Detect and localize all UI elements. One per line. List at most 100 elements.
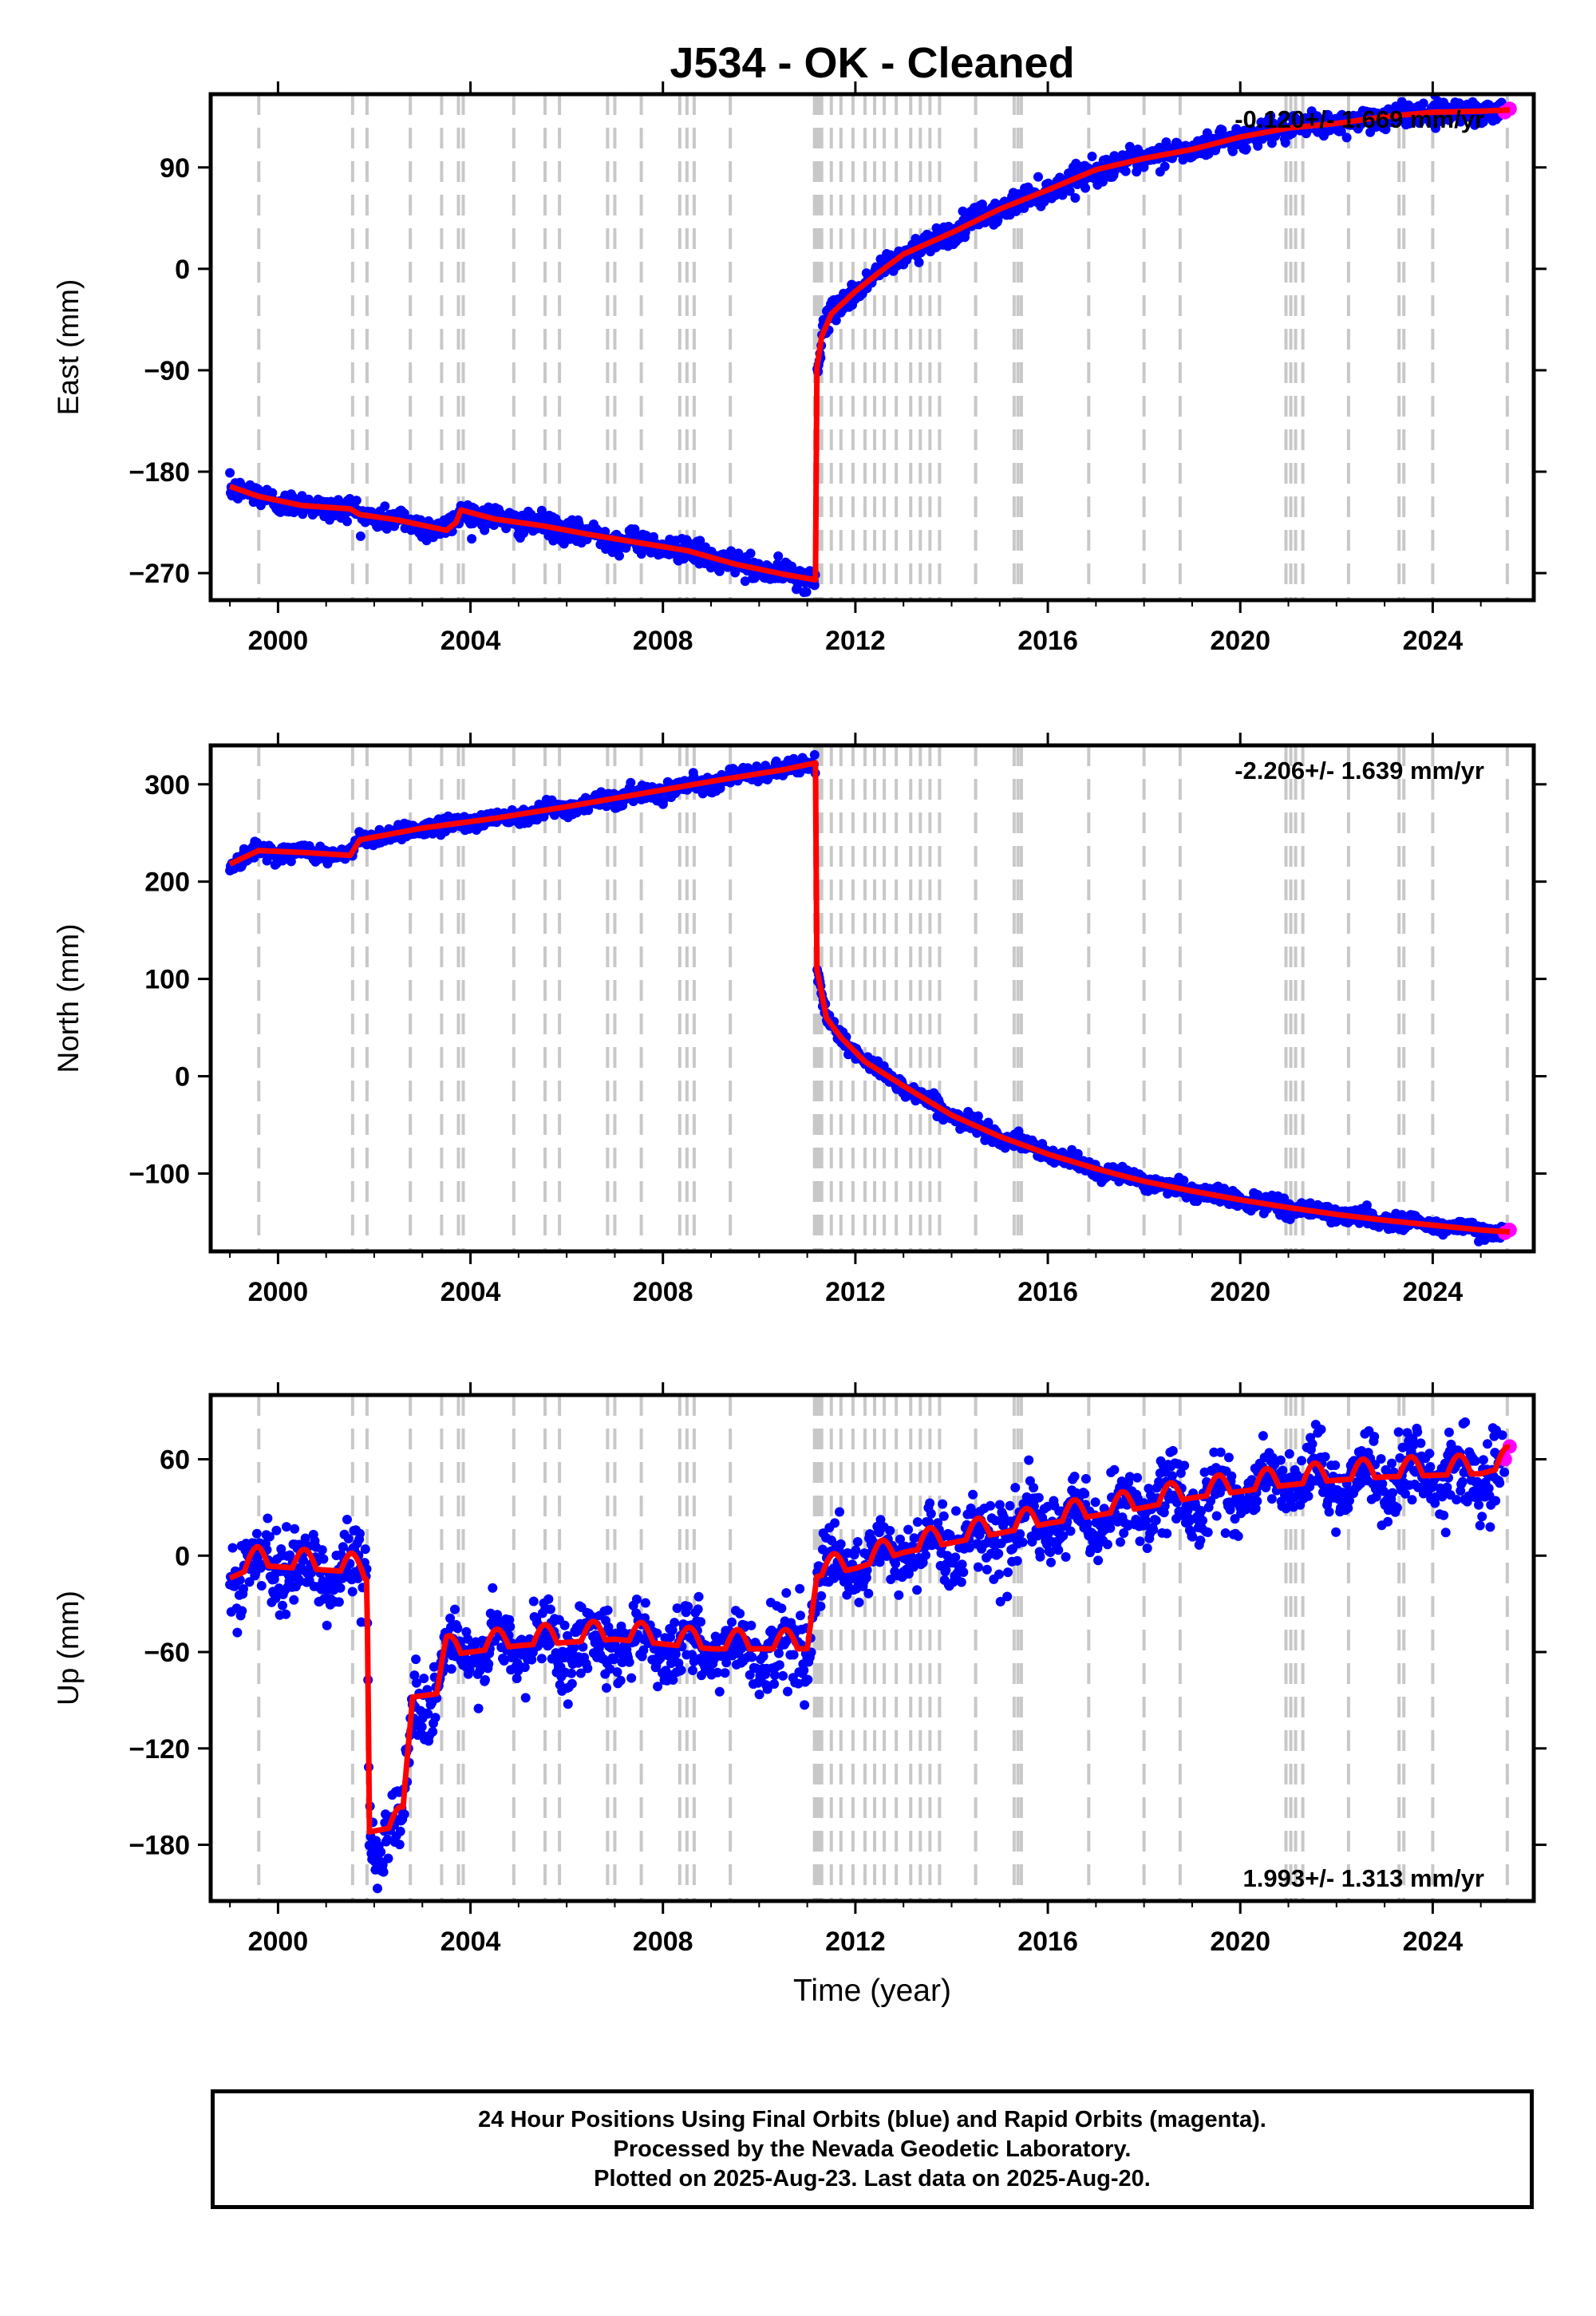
data-point-final	[735, 1608, 745, 1618]
data-point-final	[1179, 1176, 1189, 1186]
data-point-final	[676, 1665, 686, 1675]
data-point-final	[640, 1598, 650, 1608]
data-point-final	[528, 1596, 539, 1607]
data-point-final	[545, 1604, 555, 1614]
x-tick-label: 2024	[1403, 626, 1464, 656]
x-tick-label: 2016	[1017, 626, 1078, 656]
figure-title: J534 - OK - Cleaned	[670, 39, 1074, 87]
data-point-final	[251, 1528, 262, 1539]
plot-area	[225, 745, 1517, 1251]
data-point-final	[774, 1648, 784, 1658]
data-point-final	[652, 1628, 662, 1638]
data-point-final	[411, 1654, 421, 1665]
data-point-final	[1253, 140, 1263, 151]
data-point-final	[615, 1675, 626, 1686]
data-point-final	[417, 1721, 427, 1732]
data-point-final	[626, 777, 636, 788]
data-point-final	[263, 1513, 273, 1524]
data-point-final	[409, 1670, 420, 1681]
data-point-final	[271, 1525, 282, 1535]
x-tick-label: 2008	[633, 626, 693, 656]
data-point-final	[428, 1726, 438, 1737]
data-point-final	[631, 1595, 642, 1604]
data-point-final	[727, 1617, 737, 1627]
data-point-final	[803, 1674, 813, 1685]
data-point-final	[394, 1840, 405, 1850]
data-point-final	[488, 1583, 498, 1593]
data-point-final	[911, 234, 921, 243]
x-tick-label: 2000	[248, 626, 309, 656]
data-point-final	[569, 1642, 579, 1653]
data-point-final	[667, 1625, 678, 1635]
data-point-final	[983, 1117, 994, 1128]
x-tick-label: 2020	[1210, 626, 1270, 656]
data-point-final	[256, 1581, 267, 1591]
data-point-final	[527, 1654, 537, 1665]
data-point-final	[762, 1684, 772, 1694]
data-point-final	[977, 200, 987, 209]
data-point-final	[373, 1883, 382, 1894]
data-point-final	[809, 749, 820, 760]
data-point-final	[480, 1675, 490, 1685]
data-point-final	[816, 1601, 826, 1611]
model-line	[228, 107, 1511, 583]
data-point-final	[484, 1659, 494, 1669]
data-point-final	[720, 1668, 730, 1678]
panel-2: 2000 2004 2008 2012 2016 2020 2024−10001002003…	[52, 733, 1547, 1307]
data-point-final	[695, 536, 705, 546]
data-point-final	[289, 1595, 299, 1605]
x-tick-label: 2004	[440, 626, 501, 656]
data-point-final	[835, 1507, 844, 1517]
y-axis-label: North (mm)	[52, 923, 85, 1073]
data-point-final	[769, 1679, 780, 1690]
data-point-final	[559, 1620, 570, 1630]
data-point-final	[318, 1554, 329, 1564]
data-point-final	[281, 1609, 291, 1619]
data-point-final	[499, 1656, 509, 1666]
data-point-final	[423, 1709, 433, 1719]
data-point-final	[836, 1539, 846, 1549]
data-point-final	[801, 587, 812, 597]
data-point-final	[322, 1620, 332, 1630]
data-point-final	[1065, 186, 1075, 196]
data-point-final	[578, 1642, 588, 1652]
x-tick-label: 2020	[1210, 1277, 1270, 1307]
data-point-final	[1080, 183, 1091, 193]
data-point-final	[831, 315, 841, 326]
data-point-final	[290, 1524, 300, 1534]
y-tick-label: −90	[144, 356, 190, 386]
x-tick-label: 2012	[825, 626, 886, 656]
data-point-final	[285, 1550, 295, 1560]
data-point-final	[626, 1673, 637, 1683]
rate-annotation: -2.206+/- 1.639 mm/yr	[1235, 757, 1484, 785]
data-point-final	[282, 1522, 291, 1532]
data-point-final	[1033, 172, 1043, 182]
data-point-final	[452, 1623, 463, 1634]
data-point-final	[286, 856, 296, 867]
data-point-final	[809, 580, 820, 591]
data-point-final	[567, 1668, 577, 1678]
panel-1: 2000 2004 2008 2012 2016 2020 2024−270−180−900…	[52, 81, 1547, 656]
data-point-final	[380, 501, 390, 512]
data-point-final	[605, 1664, 615, 1674]
data-point-final	[745, 1670, 755, 1680]
data-point-final	[411, 1678, 421, 1688]
data-point-final	[783, 1686, 792, 1697]
data-point-final	[450, 1604, 460, 1614]
data-point-final	[342, 516, 352, 527]
data-point-final	[788, 1650, 799, 1660]
data-point-final	[377, 1860, 388, 1870]
data-point-final	[347, 1587, 358, 1597]
data-point-final	[382, 1834, 393, 1844]
series-final-points	[225, 749, 1510, 1247]
data-point-final	[227, 1543, 238, 1553]
data-point-final	[602, 1683, 611, 1693]
data-point-final	[781, 1588, 792, 1598]
x-tick-label: 2012	[825, 1277, 886, 1307]
data-point-final	[672, 1603, 682, 1614]
data-point-final	[355, 531, 365, 541]
x-tick-label: 2000	[248, 1277, 309, 1307]
data-point-final	[244, 1577, 255, 1587]
data-point-final	[816, 1591, 827, 1601]
x-tick-label: 2004	[440, 1277, 501, 1307]
